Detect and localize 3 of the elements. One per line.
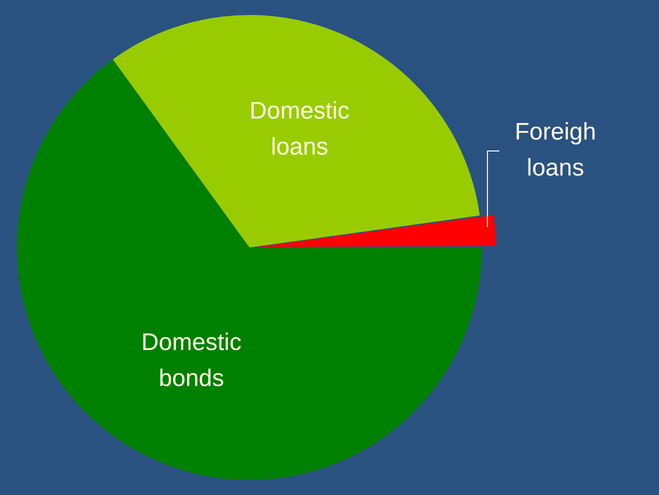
slice-label: Domestic loans <box>250 97 350 160</box>
slice-label: Domestic bonds <box>141 329 242 392</box>
slice-label: Foreigh loans <box>514 118 596 182</box>
